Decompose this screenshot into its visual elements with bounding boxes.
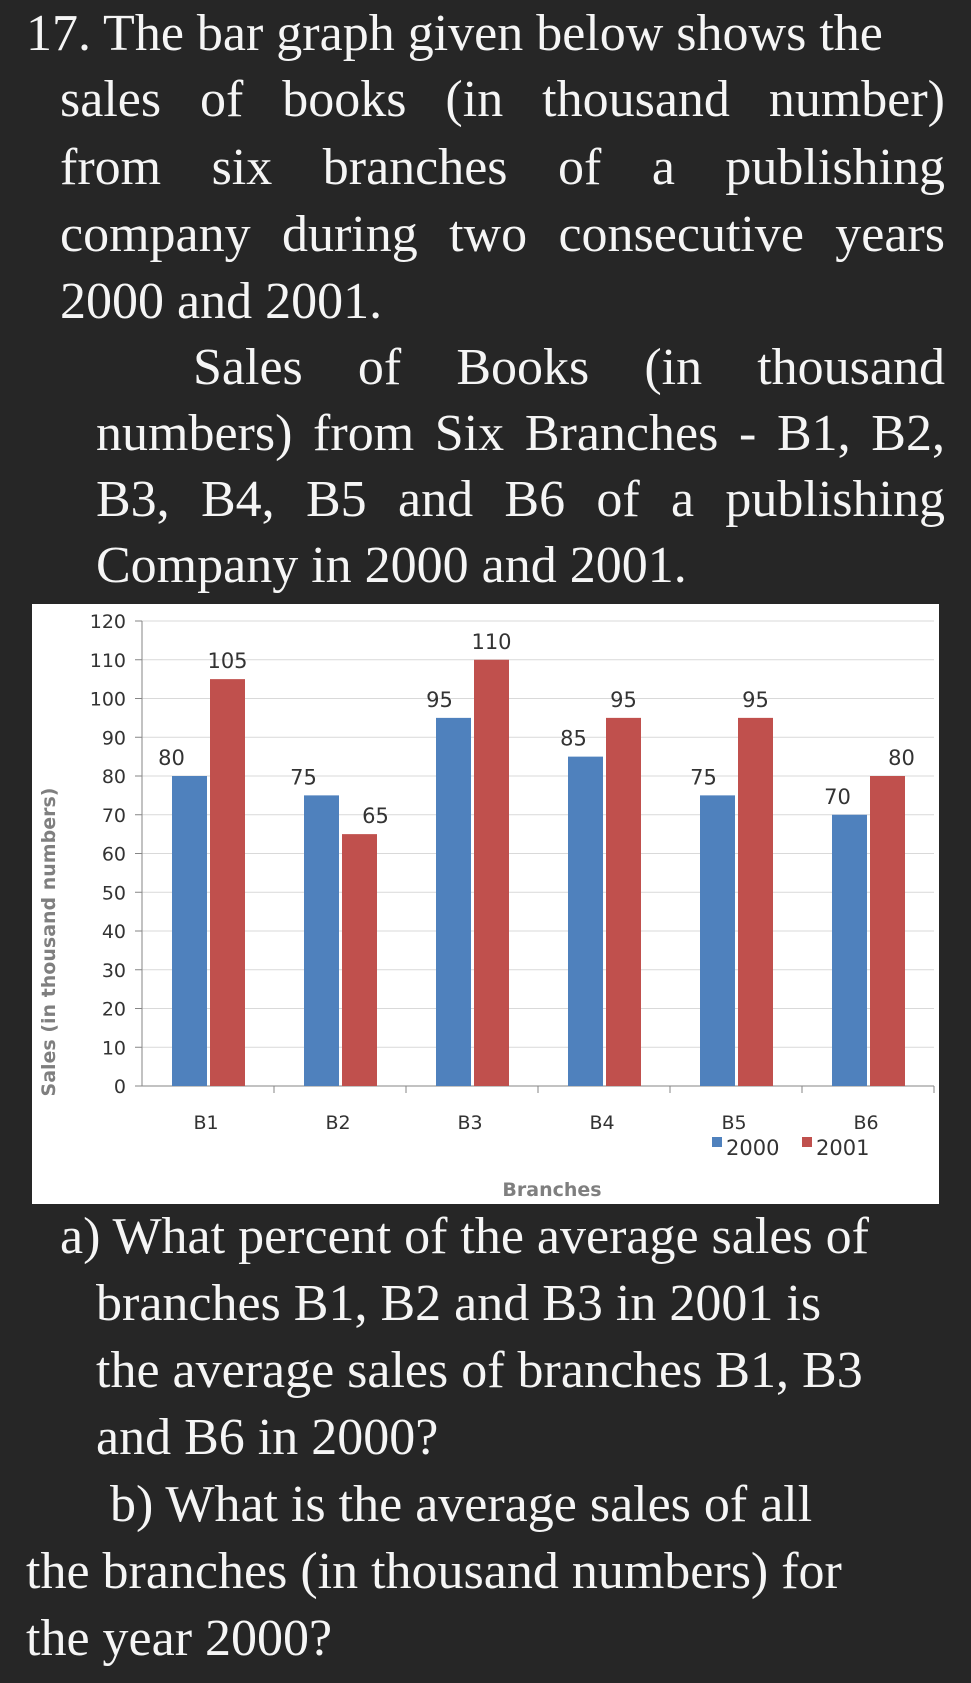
- caption-line-4: Company in 2000 and 2001.: [96, 537, 687, 594]
- category-label-b6: B6: [853, 1112, 878, 1134]
- data-label-b5-2001: 95: [742, 688, 769, 712]
- bar-b5-2000: [700, 795, 735, 1086]
- y-tick-label: 110: [90, 650, 126, 672]
- category-label-b1: B1: [193, 1112, 218, 1134]
- data-label-b6-2001: 80: [888, 746, 915, 770]
- data-label-b4-2001: 95: [610, 688, 637, 712]
- bar-b3-2001: [474, 659, 509, 1086]
- y-tick-label: 10: [102, 1037, 126, 1059]
- category-label-b5: B5: [721, 1112, 746, 1134]
- bar-b6-2000: [832, 814, 867, 1086]
- data-label-b4-2000: 85: [560, 727, 587, 751]
- legend-swatch-2000: [712, 1137, 722, 1147]
- y-tick-label: 40: [102, 921, 126, 943]
- part-b-line-2: the branches (in thousand numbers) for: [26, 1543, 842, 1600]
- chart-svg: 0 10 20 30 40 50 60 70 80 90 100 110 120 B1 80 105 B2 75…: [38, 611, 935, 1201]
- question-line-3: from six branches of a publishing: [60, 139, 945, 196]
- caption-line-2: numbers) from Six Branches - B1, B2,: [96, 405, 945, 462]
- bar-b5-2001: [738, 717, 773, 1086]
- y-tick-label: 0: [114, 1076, 126, 1098]
- part-a-line-2: branches B1, B2 and B3 in 2001 is: [96, 1275, 822, 1332]
- legend-swatch-2001: [802, 1137, 812, 1147]
- bar-b1-2001: [210, 679, 245, 1086]
- y-tick-label: 20: [102, 999, 126, 1021]
- y-axis-label: Sales (in thousand numbers): [38, 788, 60, 1097]
- data-label-b2-2000: 75: [290, 765, 317, 789]
- legend-label-2000: 2000: [726, 1136, 779, 1160]
- bar-b2-2000: [304, 795, 339, 1086]
- data-label-b1-2001: 105: [207, 649, 247, 673]
- part-b-line-3: the year 2000?: [26, 1610, 333, 1667]
- y-tick-label: 100: [90, 689, 126, 711]
- category-label-b4: B4: [589, 1112, 614, 1134]
- y-tick-label: 80: [102, 766, 126, 788]
- question-line-5: 2000 and 2001.: [60, 273, 383, 330]
- bar-chart: 0 10 20 30 40 50 60 70 80 90 100 110 120 B1 80 105 B2 75…: [32, 604, 939, 1204]
- y-tick-label: 120: [90, 611, 126, 633]
- part-b-line-1: b) What is the average sales of all: [110, 1476, 813, 1533]
- y-tick-label: 70: [102, 805, 126, 827]
- bar-b1-2000: [172, 776, 207, 1086]
- y-tick-label: 50: [102, 882, 126, 904]
- part-a-line-1: a) What percent of the average sales of: [60, 1208, 869, 1265]
- bar-b6-2001: [870, 776, 905, 1086]
- data-label-b2-2001: 65: [362, 804, 389, 828]
- legend-label-2001: 2001: [816, 1136, 869, 1160]
- question-line-2: sales of books (in thousand number): [60, 71, 945, 128]
- legend: 2000 2001: [712, 1136, 869, 1160]
- part-a-line-3: the average sales of branches B1, B3: [96, 1342, 863, 1399]
- data-label-b1-2000: 80: [158, 746, 185, 770]
- caption-line-3: B3, B4, B5 and B6 of a publishing: [96, 471, 945, 528]
- data-label-b3-2001: 110: [471, 630, 511, 654]
- data-label-b3-2000: 95: [426, 688, 453, 712]
- bar-b4-2001: [606, 717, 641, 1086]
- part-a-line-4: and B6 in 2000?: [96, 1409, 439, 1466]
- bar-b2-2001: [342, 834, 377, 1086]
- category-label-b2: B2: [325, 1112, 350, 1134]
- y-tick-label: 90: [102, 727, 126, 749]
- question-line-4: company during two consecutive years: [60, 206, 945, 263]
- bar-b4-2000: [568, 756, 603, 1086]
- question-line-1: 17. The bar graph given below shows the: [26, 5, 883, 62]
- caption-line-1: Sales of Books (in thousand: [193, 339, 945, 396]
- bar-b3-2000: [436, 717, 471, 1086]
- data-label-b6-2000: 70: [824, 785, 851, 809]
- x-axis-label: Branches: [502, 1179, 601, 1201]
- y-tick-label: 30: [102, 960, 126, 982]
- data-label-b5-2000: 75: [690, 765, 717, 789]
- y-tick-label: 60: [102, 844, 126, 866]
- category-label-b3: B3: [457, 1112, 482, 1134]
